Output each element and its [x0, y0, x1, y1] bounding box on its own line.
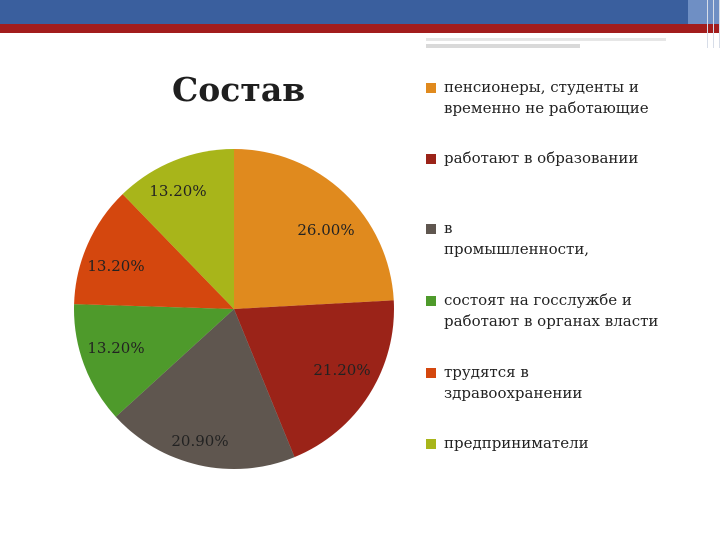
header-band	[0, 0, 720, 24]
decorative-bar	[426, 38, 666, 41]
pie-slice	[115, 309, 295, 469]
pie-slice	[234, 149, 394, 309]
pie-slice	[234, 300, 394, 458]
slice-data-label: 13.20%	[87, 257, 144, 275]
slice-data-label: 21.20%	[313, 361, 370, 379]
header-divider	[0, 33, 720, 35]
header-red-stripe	[0, 24, 720, 33]
decorative-lines	[702, 0, 720, 48]
pie-slice	[122, 149, 234, 309]
pie-slice	[74, 304, 235, 417]
chart-title: Состав	[172, 70, 306, 109]
slice-data-label: 26.00%	[297, 221, 354, 239]
decorative-bar-short	[426, 44, 580, 48]
slice-data-label: 20.90%	[171, 432, 228, 450]
slice-data-label: 13.20%	[149, 182, 206, 200]
slice-data-label: 13.20%	[87, 339, 144, 357]
pie-slice	[74, 194, 234, 309]
